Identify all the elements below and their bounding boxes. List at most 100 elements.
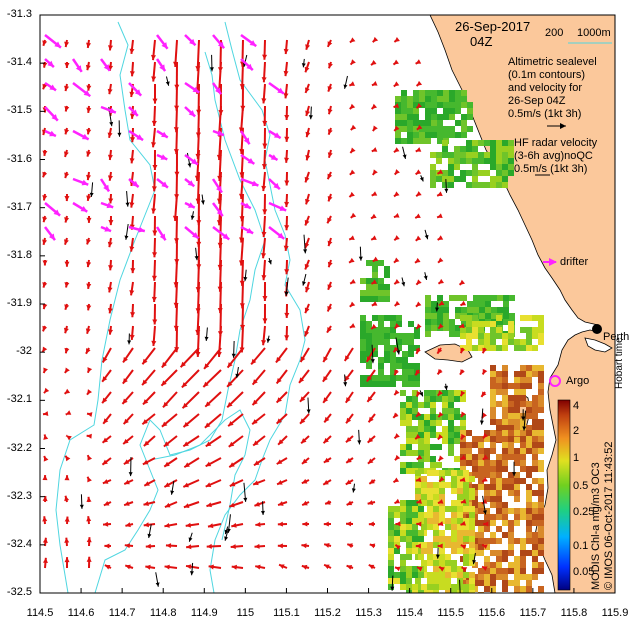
chl-pixel <box>484 544 490 550</box>
chl-pixel <box>496 490 502 496</box>
chl-pixel <box>430 408 436 414</box>
altimetry-arrow <box>261 259 267 281</box>
chl-pixel <box>427 590 433 593</box>
chl-pixel <box>400 530 406 536</box>
chl-pixel <box>532 538 538 544</box>
chl-pixel <box>402 381 408 387</box>
chl-pixel <box>526 345 532 351</box>
altimetry-arrow <box>42 193 48 201</box>
chl-pixel <box>508 484 514 490</box>
hf-radar-arrow <box>186 152 192 168</box>
chl-pixel <box>401 102 407 108</box>
chl-pixel <box>496 140 502 146</box>
chl-pixel <box>396 357 402 363</box>
drifter-arrow <box>156 153 168 161</box>
altimetry-arrow <box>304 325 310 337</box>
altimetry-arrow <box>130 127 136 143</box>
chl-pixel <box>460 315 466 321</box>
chl-pixel <box>431 120 437 126</box>
altimetry-arrow <box>415 411 422 418</box>
chl-pixel <box>514 520 520 526</box>
altimetry-arrow <box>323 543 332 548</box>
chl-pixel <box>378 284 384 290</box>
x-tick-label: 115.4 <box>396 607 423 619</box>
altimetry-arrow <box>179 347 200 368</box>
chl-pixel <box>424 414 430 420</box>
altimetry-arrow <box>226 347 244 369</box>
chl-pixel <box>526 490 532 496</box>
chl-pixel <box>457 518 463 524</box>
chl-pixel <box>496 484 502 490</box>
chl-pixel <box>485 313 491 319</box>
altimetry-arrow <box>64 237 69 246</box>
chl-pixel <box>496 383 502 389</box>
altimetry-arrow <box>437 521 444 526</box>
chl-pixel <box>461 114 467 120</box>
chl-pixel <box>490 496 496 502</box>
altimetry-arrow <box>345 457 354 464</box>
hf-radar-arrow <box>224 531 229 541</box>
altimetry-arrow <box>206 501 222 508</box>
chl-pixel <box>463 488 469 494</box>
altimetry-arrow <box>372 125 378 132</box>
chl-pixel <box>431 90 437 96</box>
chl-pixel <box>427 482 433 488</box>
altimetry-arrow <box>129 281 135 296</box>
altimetry-arrow <box>367 500 376 506</box>
drifter-arrow <box>99 58 111 72</box>
chl-pixel <box>508 508 514 514</box>
altimetry-arrow <box>393 257 400 264</box>
altimetry-arrow <box>438 476 445 483</box>
chl-pixel <box>463 536 469 542</box>
chl-pixel <box>451 488 457 494</box>
chl-pixel <box>490 490 496 496</box>
chl-pixel <box>406 402 412 408</box>
chl-pixel <box>443 114 449 120</box>
chl-pixel <box>538 466 544 472</box>
altimetry-arrow <box>367 413 376 423</box>
altimetry-arrow <box>205 457 222 468</box>
altimetry-arrow <box>183 457 200 469</box>
altimetry-arrow <box>327 281 333 291</box>
chl-pixel <box>448 450 454 456</box>
y-tick-label: -32.1 <box>6 393 32 406</box>
altimetry-arrow <box>102 521 112 527</box>
chl-pixel <box>469 542 475 548</box>
altimetry-arrow <box>368 563 376 570</box>
altimetry-arrow <box>437 499 444 504</box>
chl-pixel <box>425 325 431 331</box>
chl-pixel <box>430 152 436 158</box>
chl-pixel <box>418 572 424 578</box>
chl-pixel <box>490 413 496 419</box>
altimetry-arrow <box>393 191 400 198</box>
chl-pixel <box>472 140 478 146</box>
chl-pixel <box>508 430 514 436</box>
chl-pixel <box>490 436 496 442</box>
chl-pixel <box>496 327 502 333</box>
chl-pixel <box>424 402 430 408</box>
chl-pixel <box>514 538 520 544</box>
altimetry-arrow <box>323 521 332 527</box>
altimetry-arrow <box>415 59 422 65</box>
chl-pixel <box>520 371 526 377</box>
drifter-arrow <box>100 225 112 233</box>
bathymetry-contours <box>55 21 306 593</box>
altimetry-arrow <box>102 479 112 485</box>
chl-pixel <box>407 138 413 144</box>
chl-pixel <box>497 295 503 301</box>
chl-pixel <box>430 462 436 468</box>
chl-pixel <box>360 327 366 333</box>
chl-pixel <box>469 548 475 554</box>
chl-pixel <box>388 542 394 548</box>
chl-pixel <box>538 321 544 327</box>
chl-pixel <box>378 375 384 381</box>
chl-pixel <box>400 450 406 456</box>
chl-pixel <box>390 351 396 357</box>
chl-pixel <box>496 574 502 580</box>
chl-pixel <box>526 327 532 333</box>
altimetry-arrow <box>254 543 266 549</box>
altimetry-arrow <box>151 325 157 347</box>
altimetry-arrow <box>164 564 178 570</box>
drifter-arrow <box>240 58 254 71</box>
altimetry-arrow <box>323 413 332 424</box>
